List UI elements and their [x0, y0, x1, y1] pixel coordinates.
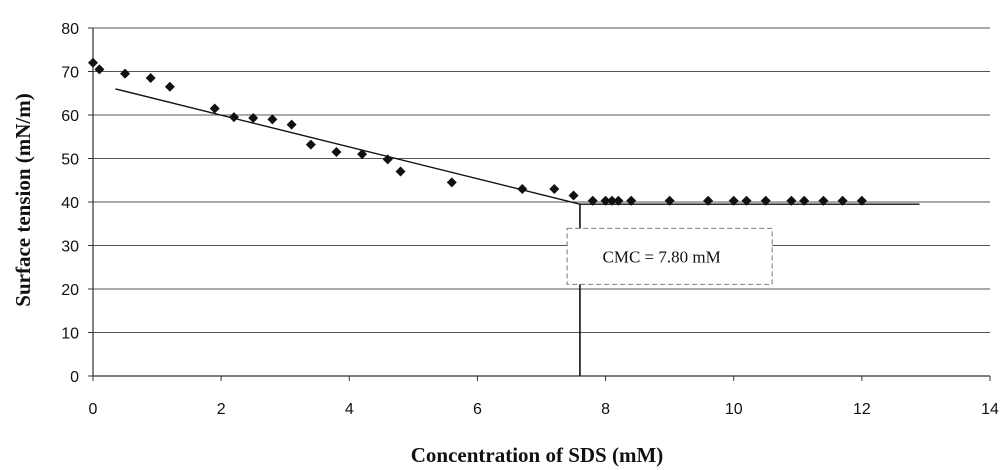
data-point-11 [305, 139, 316, 150]
x-axis-title: Concentration of SDS (mM) [411, 443, 664, 467]
data-point-5 [164, 81, 175, 92]
x-tick-label-8: 8 [601, 401, 610, 418]
data-point-23 [613, 195, 624, 206]
data-point-9 [267, 114, 278, 125]
data-point-30 [786, 195, 797, 206]
annotation-text: CMC = 7.80 mM [603, 247, 721, 266]
data-point-6 [209, 103, 220, 114]
data-point-31 [799, 195, 810, 206]
data-point-33 [837, 195, 848, 206]
x-tick-label-6: 6 [473, 401, 482, 418]
y-tick-label-30: 30 [61, 239, 79, 256]
annotation-box [566, 227, 773, 285]
x-tick-labels: 0 2 4 6 8 10 12 14 [89, 401, 999, 418]
y-tick-label-70: 70 [61, 65, 79, 82]
data-point-24 [626, 195, 637, 206]
y-tick-label-10: 10 [61, 326, 79, 343]
y-tick-label-40: 40 [61, 195, 79, 212]
data-point-10 [286, 119, 297, 130]
data-point-29 [760, 195, 771, 206]
cmc-annotation: CMC = 7.80 mM [566, 227, 773, 285]
data-point-16 [446, 177, 457, 188]
y-tick-label-50: 50 [61, 152, 79, 169]
y-axis-title: Surface tension (mN/m) [11, 93, 35, 306]
data-point-18 [549, 183, 560, 194]
data-point-15 [395, 166, 406, 177]
data-point-25 [664, 195, 675, 206]
data-point-2 [94, 64, 105, 75]
data-point-20 [587, 195, 598, 206]
gridlines [93, 27, 990, 333]
data-point-8 [248, 113, 259, 124]
x-tick-label-4: 4 [345, 401, 354, 418]
data-point-32 [818, 195, 829, 206]
y-tick-label-80: 80 [61, 21, 79, 38]
fit-line-1 [115, 88, 581, 205]
data-point-12 [331, 146, 342, 157]
x-tick-label-0: 0 [89, 401, 98, 418]
y-tick-label-60: 60 [61, 108, 79, 125]
x-tick-label-12: 12 [853, 401, 871, 418]
data-point-22 [606, 195, 617, 206]
y-tick-labels: 0 10 20 30 40 50 60 70 80 [61, 21, 79, 386]
x-tick-label-10: 10 [725, 401, 743, 418]
x-tick-label-2: 2 [217, 401, 226, 418]
data-point-1 [88, 57, 98, 68]
data-point-13 [357, 149, 368, 160]
data-point-28 [741, 195, 752, 206]
data-point-7 [228, 112, 239, 123]
data-points [88, 57, 867, 206]
x-tick-label-14: 14 [981, 401, 999, 418]
data-point-17 [517, 183, 528, 194]
data-point-34 [856, 195, 867, 206]
data-point-14 [382, 154, 393, 165]
data-point-21 [600, 195, 611, 206]
data-point-3 [120, 68, 131, 79]
y-tick-label-20: 20 [61, 282, 79, 299]
y-tick-label-0: 0 [70, 369, 79, 386]
data-point-26 [703, 195, 714, 206]
data-point-4 [145, 73, 156, 84]
axes [88, 27, 991, 381]
data-point-27 [728, 195, 739, 206]
data-point-19 [568, 190, 579, 201]
